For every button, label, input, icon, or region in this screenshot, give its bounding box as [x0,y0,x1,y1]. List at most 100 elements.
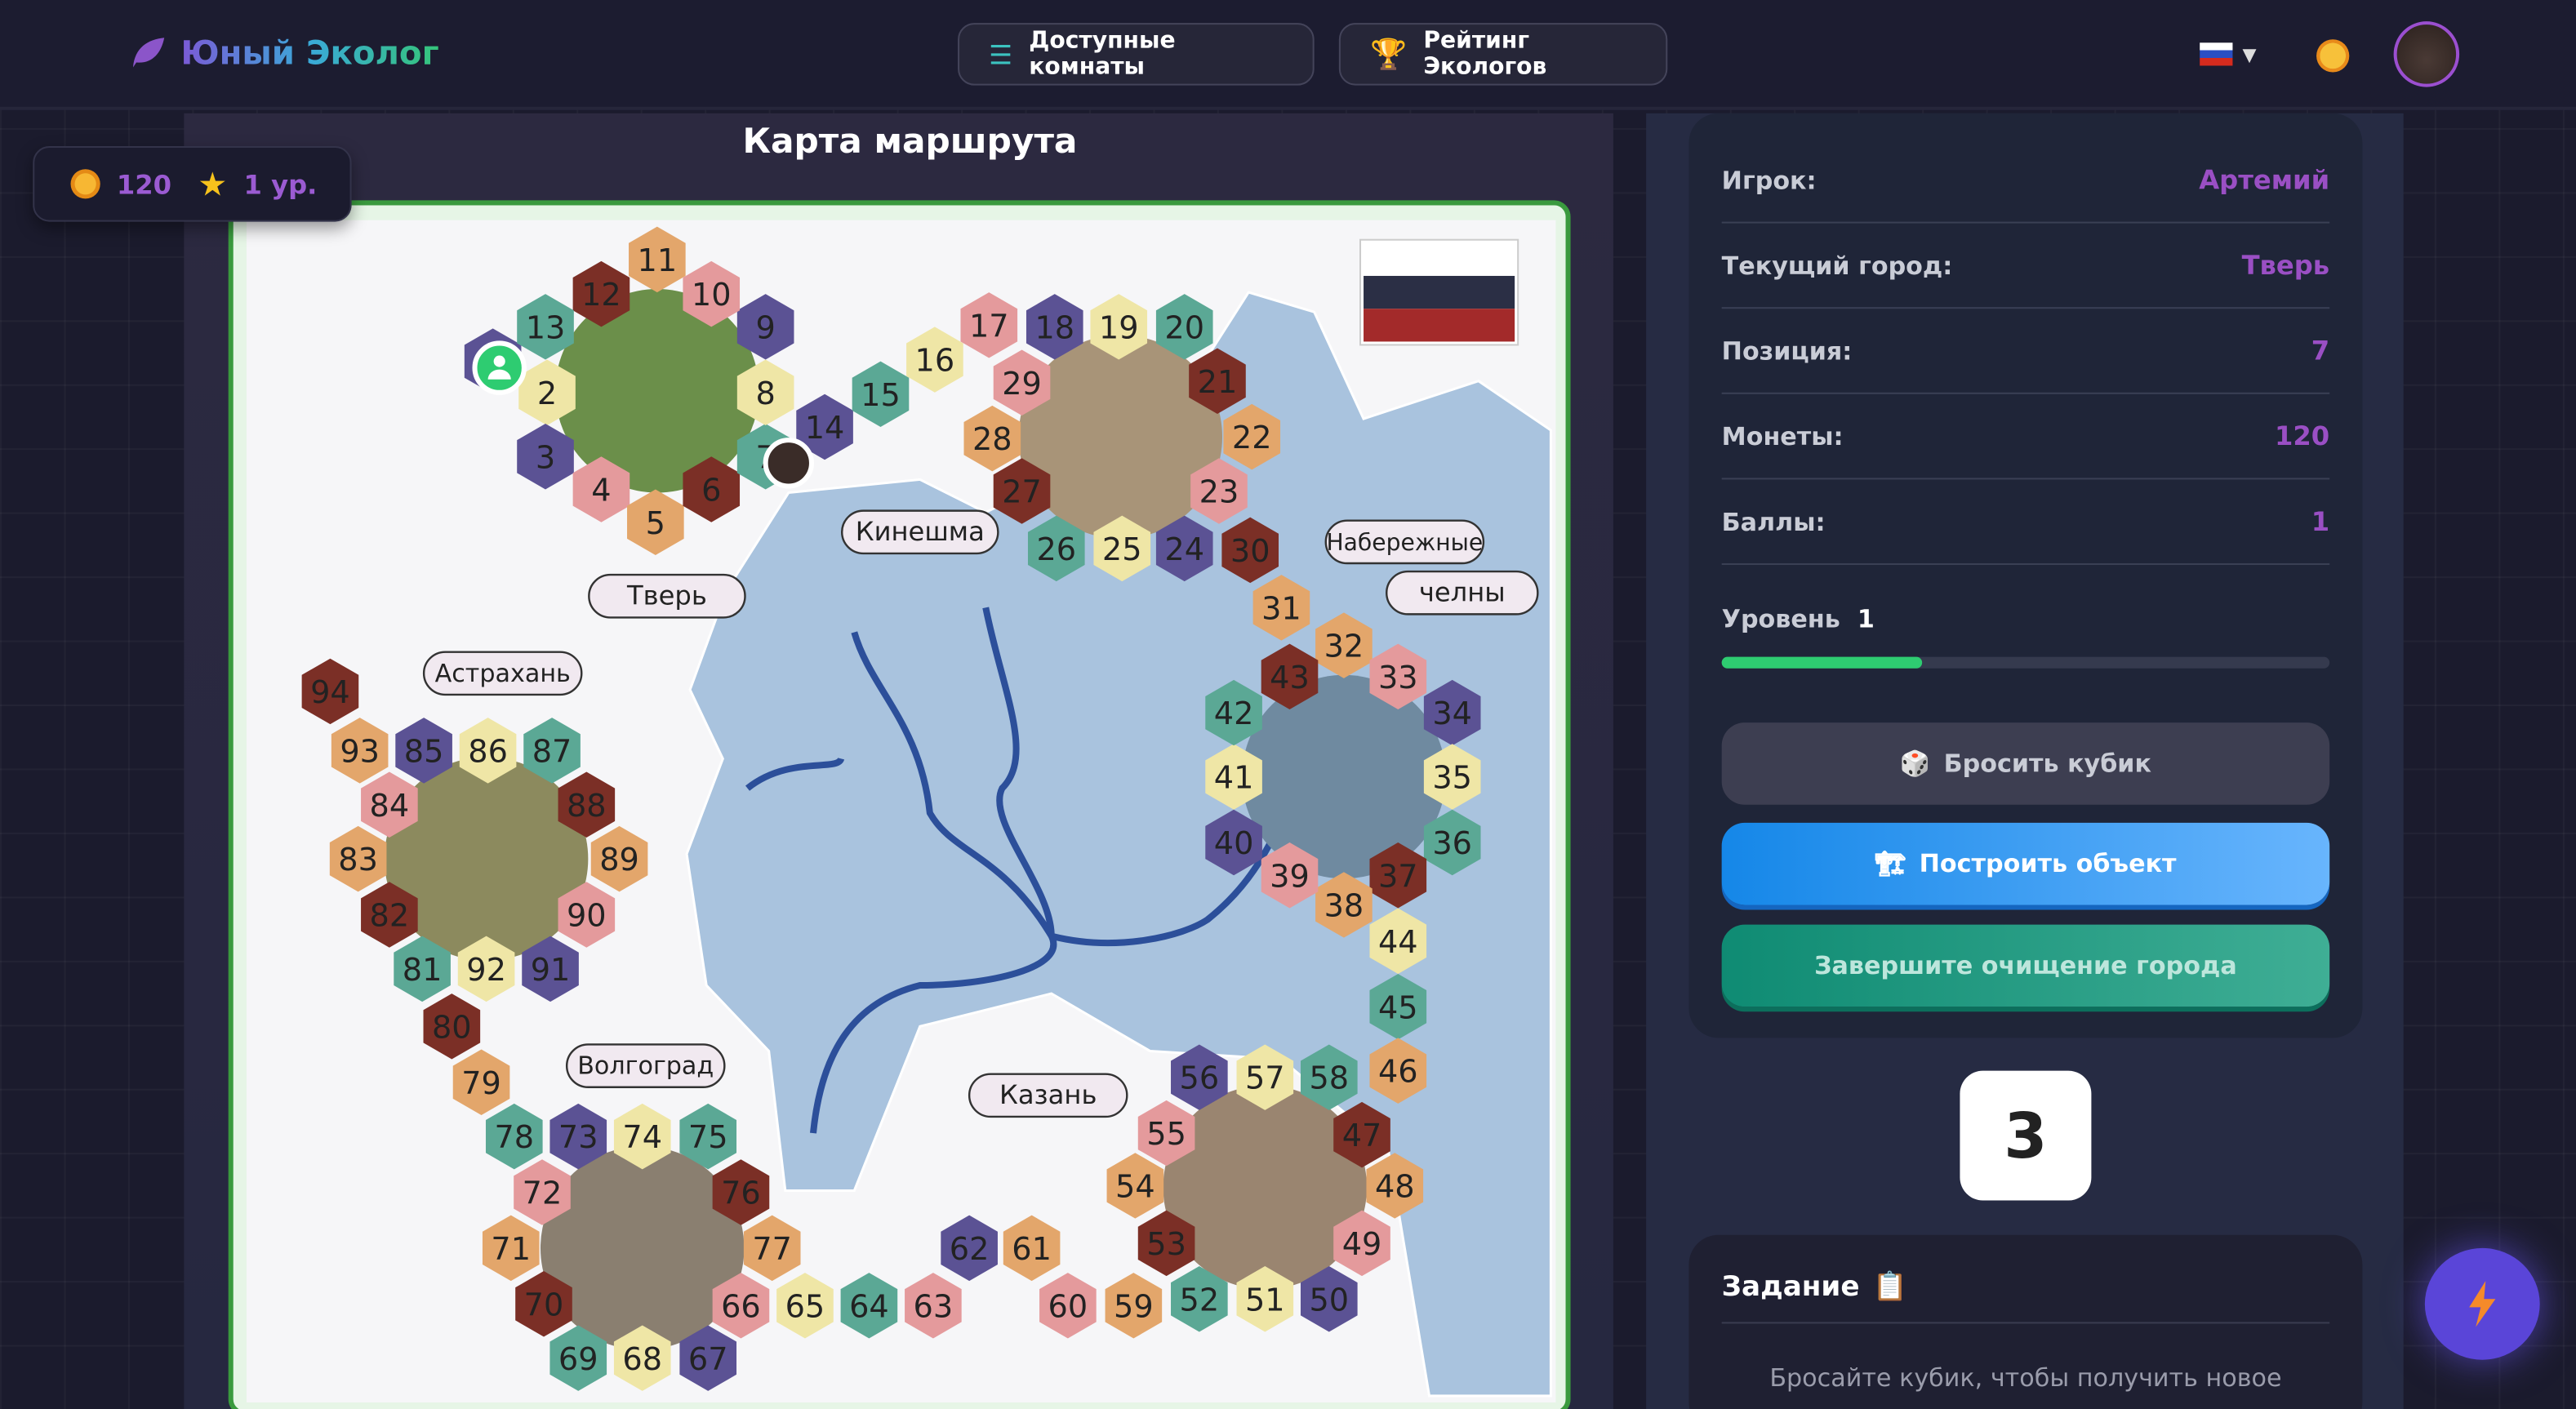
map-tile[interactable]: 11 [629,226,686,293]
map-tile[interactable]: 84 [361,771,418,838]
map-tile[interactable]: 15 [852,361,910,428]
map-tile[interactable]: 21 [1189,348,1246,414]
map-tile[interactable]: 68 [613,1325,671,1391]
roll-dice-button[interactable]: 🎲 Бросить кубик [1721,722,2330,805]
map-tile[interactable]: 6 [683,456,741,522]
map-tile[interactable]: 83 [329,825,387,892]
map-tile[interactable]: 36 [1423,809,1481,876]
map-tile[interactable]: 26 [1027,515,1085,582]
map-tile[interactable]: 18 [1026,294,1083,360]
map-tile[interactable]: 60 [1039,1273,1097,1339]
map-tile[interactable]: 30 [1221,517,1279,584]
map-tile[interactable]: 13 [517,294,574,360]
map-tile[interactable]: 79 [452,1049,510,1115]
map-tile[interactable]: 76 [712,1159,770,1225]
map-tile[interactable]: 33 [1369,643,1427,710]
map-tile[interactable]: 62 [941,1215,998,1282]
map-tile[interactable]: 23 [1190,458,1248,524]
map-tile[interactable]: 41 [1205,744,1262,810]
map-tile[interactable]: 89 [590,825,648,892]
map-tile[interactable]: 35 [1423,744,1481,810]
map-tile[interactable]: 82 [361,882,418,948]
map-tile[interactable]: 74 [613,1103,671,1170]
map-tile[interactable]: 43 [1261,643,1319,710]
map-tile[interactable]: 86 [459,718,517,784]
map-tile[interactable]: 94 [301,658,359,725]
map-tile[interactable]: 39 [1261,842,1319,909]
map-tile[interactable]: 73 [549,1103,607,1170]
map-tile[interactable]: 42 [1205,679,1262,746]
map-tile[interactable]: 58 [1300,1044,1358,1110]
map-tile[interactable]: 80 [423,993,481,1060]
map-tile[interactable]: 40 [1205,809,1262,876]
map-tile[interactable]: 77 [743,1215,801,1282]
map-tile[interactable]: 53 [1137,1210,1195,1277]
player-token-icon[interactable] [472,340,527,395]
map-tile[interactable]: 49 [1333,1210,1390,1277]
opponent-avatar-token[interactable] [763,438,814,489]
map-tile[interactable]: 61 [1003,1215,1061,1282]
map-tile[interactable]: 55 [1137,1100,1195,1167]
map-tile[interactable]: 48 [1366,1153,1424,1219]
map-tile[interactable]: 34 [1423,679,1481,746]
map-tile[interactable]: 63 [905,1273,962,1339]
map-tile[interactable]: 37 [1369,842,1427,909]
map-tile[interactable]: 32 [1315,612,1373,678]
map-tile[interactable]: 88 [558,771,616,838]
map-tile[interactable]: 3 [517,424,574,490]
map-tile[interactable]: 91 [522,936,579,1002]
map-tile[interactable]: 87 [523,718,581,784]
map-tile[interactable]: 16 [906,327,963,393]
map-tile[interactable]: 47 [1333,1101,1390,1168]
map-tile[interactable]: 22 [1223,403,1281,470]
map-tile[interactable]: 44 [1369,908,1427,974]
map-tile[interactable]: 29 [993,349,1051,416]
quick-action-button[interactable] [2424,1247,2540,1360]
map-tile[interactable]: 90 [558,882,616,948]
map-tile[interactable]: 72 [514,1159,571,1225]
build-object-button[interactable]: 🏗 Построить объект [1721,822,2330,905]
map-tile[interactable]: 28 [963,405,1021,472]
map-tile[interactable]: 5 [627,489,684,555]
map-tile[interactable]: 71 [482,1215,540,1282]
map-tile[interactable]: 85 [395,718,452,784]
map-tile[interactable]: 2 [518,359,576,426]
map-tile[interactable]: 8 [736,359,794,426]
map-tile[interactable]: 9 [736,294,794,360]
sun-badge-icon[interactable] [2316,39,2350,73]
map-tile[interactable]: 4 [572,456,630,522]
logo[interactable]: Юный Эколог [128,33,439,73]
map-tile[interactable]: 31 [1252,575,1310,641]
map-tile[interactable]: 75 [679,1103,737,1170]
map-tile[interactable]: 27 [993,458,1051,524]
map-tile[interactable]: 17 [960,292,1018,358]
finish-cleanup-button[interactable]: Завершите очищение города [1721,924,2330,1007]
map-tile[interactable]: 56 [1171,1044,1228,1110]
map-tile[interactable]: 92 [457,936,515,1002]
map-tile[interactable]: 57 [1236,1044,1294,1110]
user-avatar[interactable] [2393,21,2460,87]
map-tile[interactable]: 59 [1105,1273,1163,1339]
map-tile[interactable]: 54 [1106,1153,1164,1219]
map-tile[interactable]: 14 [796,393,853,460]
map-tile[interactable]: 65 [776,1273,834,1339]
map-tile[interactable]: 24 [1155,515,1213,582]
map-tile[interactable]: 20 [1155,294,1213,360]
map-tile[interactable]: 51 [1236,1266,1294,1332]
map-tile[interactable]: 45 [1369,973,1427,1040]
available-rooms-button[interactable]: ☰ Доступные комнаты [958,23,1315,86]
map-tile[interactable]: 19 [1090,294,1148,360]
map-tile[interactable]: 10 [683,260,741,327]
map-tile[interactable]: 52 [1171,1266,1228,1332]
map-tile[interactable]: 12 [572,260,630,327]
map-tile[interactable]: 38 [1315,872,1373,938]
map-tile[interactable]: 66 [712,1273,770,1339]
map-tile[interactable]: 46 [1369,1038,1427,1104]
map-tile[interactable]: 81 [394,936,451,1002]
map-tile[interactable]: 93 [331,718,389,784]
map-tile[interactable]: 25 [1093,515,1151,582]
map-tile[interactable]: 69 [549,1325,607,1391]
map-tile[interactable]: 50 [1300,1266,1358,1332]
language-select[interactable]: ▼ [2200,42,2257,66]
map-tile[interactable]: 64 [840,1273,898,1339]
